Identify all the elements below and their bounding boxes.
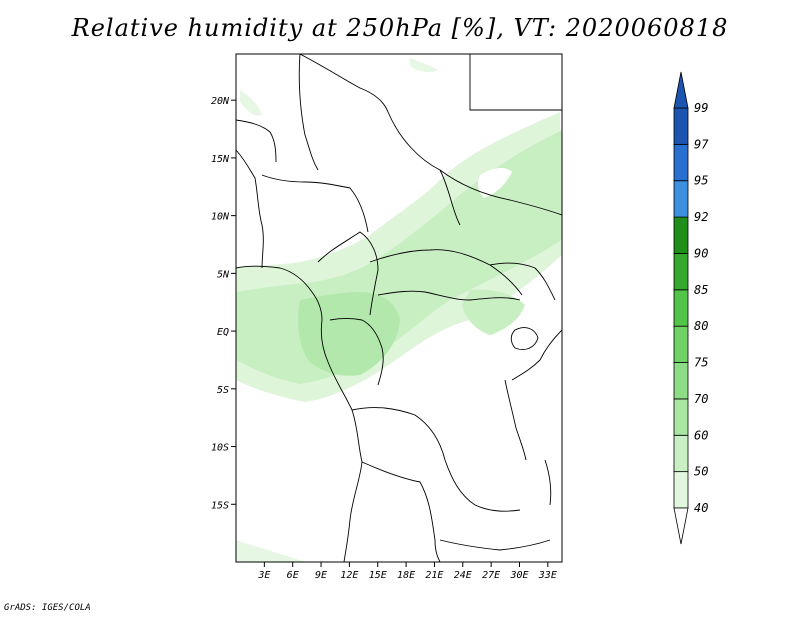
lon-tick-label: 30E [509, 570, 528, 581]
border-congo [329, 318, 384, 386]
lon-tick-label: 15E [369, 570, 387, 581]
border-drc-north [377, 290, 521, 301]
humidity-patch-west [240, 90, 262, 116]
colorbar-label: 85 [694, 283, 708, 297]
colorbar-label: 40 [694, 501, 708, 515]
lat-tick-label: 10S [211, 443, 229, 454]
colorbar-box [673, 471, 689, 509]
coastline-west [236, 265, 363, 562]
lake-victoria [510, 327, 539, 350]
humidity-band-core [298, 292, 400, 376]
colorbar-label: 97 [694, 137, 709, 151]
humidity-patch-north [410, 58, 438, 73]
colorbar-label: 80 [694, 319, 708, 333]
colorbar-label: 60 [694, 428, 708, 442]
humidity-patch-east [462, 289, 525, 335]
colorbar-box [673, 289, 689, 327]
map-frame [235, 53, 563, 563]
border-car [369, 249, 523, 296]
border-ss-uganda [489, 262, 556, 301]
humidity-dry-hole [477, 168, 512, 198]
colorbar-box [673, 143, 689, 182]
colorbar-box [673, 253, 689, 291]
humidity-streak-south [236, 540, 305, 562]
lat-tick-label: 5S [217, 385, 229, 396]
longitude-axis: 3E 6E 9E 12E 15E 18E 21E 24E 27E 30E 33E [257, 562, 557, 581]
lon-tick-label: 9E [315, 570, 327, 581]
colorbar-box [673, 434, 689, 473]
lon-tick-label: 27E [482, 570, 500, 581]
grads-credit: GrADS: IGES/COLA [4, 603, 91, 613]
lat-tick-label: 10N [211, 212, 230, 223]
lake-tanganyika [504, 379, 527, 461]
lon-tick-label: 33E [538, 570, 557, 581]
border-angola [361, 461, 441, 562]
colorbar-box [673, 398, 689, 436]
country-borders [236, 54, 562, 562]
lon-tick-label: 24E [454, 570, 472, 581]
lat-tick-label: 20N [211, 96, 230, 107]
border-west-coast [236, 149, 264, 269]
colorbar-box [673, 180, 689, 218]
border-nigeria [261, 174, 369, 233]
colorbar-box [673, 216, 689, 254]
lon-tick-label: 3E [257, 570, 270, 581]
colorbar-box [673, 362, 689, 400]
border-sudan-ss [439, 169, 562, 216]
border-east-edge [511, 329, 562, 381]
border-egypt-sudan [469, 54, 562, 111]
colorbar: 40 50 60 70 75 80 85 90 92 95 97 99 [673, 71, 709, 545]
border-cameroon [317, 231, 379, 316]
colorbar-label: 95 [694, 174, 708, 188]
lat-tick-label: 15N [211, 154, 230, 165]
lon-tick-label: 21E [425, 570, 443, 581]
colorbar-max-triangle [673, 71, 689, 109]
colorbar-min-triangle [673, 507, 689, 545]
border-zambia [439, 539, 551, 551]
border-chad-sudan [387, 111, 461, 226]
map-title: Relative humidity at 250hPa [%], VT: 202… [71, 14, 729, 42]
colorbar-label: 90 [694, 246, 708, 260]
border-drc-south [351, 407, 521, 512]
border-libya-chad [299, 54, 389, 113]
lat-tick-label: 15S [211, 500, 229, 511]
lon-tick-label: 6E [287, 570, 299, 581]
colorbar-box [673, 325, 689, 363]
border-west-inner [236, 119, 277, 163]
colorbar-label: 75 [694, 356, 708, 370]
border-niger-chad [298, 54, 319, 171]
latitude-axis: 20N 15N 10N 5N EQ 5S 10S 15S [211, 96, 236, 511]
lake-malawi [544, 459, 552, 506]
colorbar-label: 99 [694, 101, 708, 115]
colorbar-box [673, 107, 689, 145]
colorbar-label: 92 [694, 210, 708, 224]
humidity-shading [236, 58, 562, 562]
lon-tick-label: 18E [397, 570, 415, 581]
lat-tick-label: 5N [217, 269, 230, 280]
colorbar-label: 70 [694, 392, 708, 406]
lat-tick-label: EQ [217, 327, 229, 338]
lon-tick-label: 12E [340, 570, 358, 581]
colorbar-label: 50 [694, 465, 708, 479]
